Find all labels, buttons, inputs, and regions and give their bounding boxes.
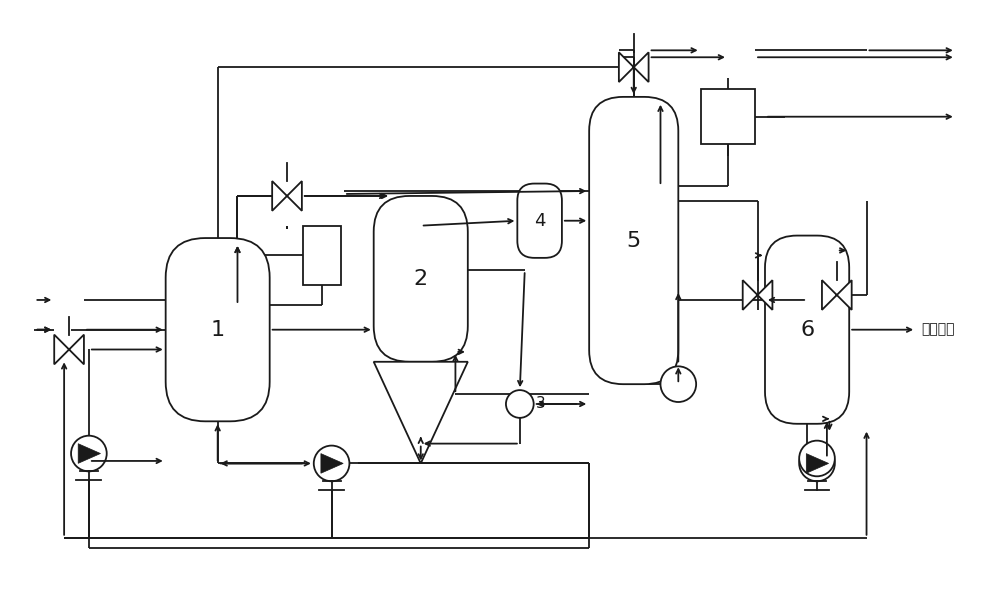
FancyBboxPatch shape xyxy=(166,238,270,421)
Circle shape xyxy=(314,445,349,482)
FancyBboxPatch shape xyxy=(517,184,562,258)
Text: 2: 2 xyxy=(414,269,428,289)
Polygon shape xyxy=(78,444,100,463)
Circle shape xyxy=(660,366,696,402)
Bar xyxy=(701,90,755,144)
Polygon shape xyxy=(54,334,84,364)
Text: 3: 3 xyxy=(536,396,545,411)
Polygon shape xyxy=(619,52,649,82)
Text: 醒酸产品: 醒酸产品 xyxy=(921,323,955,337)
Circle shape xyxy=(506,390,534,418)
Text: 5: 5 xyxy=(627,231,641,250)
Polygon shape xyxy=(321,454,343,473)
Polygon shape xyxy=(272,181,302,211)
Bar xyxy=(303,226,341,285)
Text: 6: 6 xyxy=(800,320,814,340)
FancyBboxPatch shape xyxy=(765,235,849,424)
Circle shape xyxy=(799,445,835,482)
Text: 1: 1 xyxy=(211,320,225,340)
Polygon shape xyxy=(822,280,852,310)
Polygon shape xyxy=(806,454,829,473)
Circle shape xyxy=(799,441,835,476)
Circle shape xyxy=(71,436,107,471)
FancyBboxPatch shape xyxy=(374,196,468,362)
FancyBboxPatch shape xyxy=(589,97,678,384)
Text: 4: 4 xyxy=(534,212,545,229)
Polygon shape xyxy=(743,280,772,310)
Polygon shape xyxy=(374,362,468,463)
